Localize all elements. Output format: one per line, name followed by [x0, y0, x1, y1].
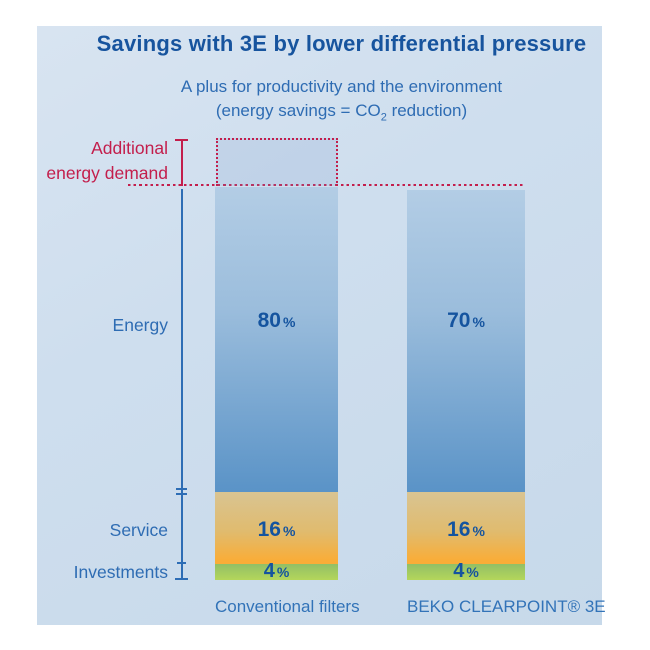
- chart-subtitle-co2: (energy savings = CO2 reduction): [215, 101, 468, 124]
- bar-clearpoint-energy-segment: [407, 190, 525, 492]
- axis-tick-bottom-cap: [175, 578, 188, 580]
- axis-tick-service-top: [176, 493, 187, 495]
- bar-conventional-investments-segment: [215, 564, 338, 580]
- additional-demand-bracket-cap: [175, 139, 188, 141]
- bar-conventional-service-value: 16%: [257, 518, 296, 541]
- bar-conventional-energy-segment: [215, 187, 338, 492]
- axis-tick-energy-bottom: [176, 488, 187, 490]
- axis-label-energy: Energy: [112, 315, 168, 335]
- additional-demand-dotted-box: [216, 138, 338, 186]
- bar-clearpoint-investments-value: 4%: [453, 560, 479, 582]
- bar-conventional-energy-value: 80%: [257, 309, 296, 332]
- axis-label-investments: Investments: [73, 562, 168, 582]
- bar-clearpoint-service-segment: [407, 492, 525, 564]
- axis-tick-investments-top: [177, 562, 186, 564]
- bar-clearpoint-investments-segment: [407, 564, 525, 580]
- category-label-conventional: Conventional filters: [215, 597, 360, 616]
- axis-label-service: Service: [109, 520, 168, 540]
- chart-subtitle: A plus for productivity and the environm…: [180, 77, 503, 96]
- additional-energy-demand-label: Additional energy demand: [46, 138, 168, 183]
- category-label-clearpoint: BEKO CLEARPOINT® 3E: [407, 597, 606, 616]
- chart-title: Savings with 3E by lower differential pr…: [96, 31, 587, 56]
- additional-demand-bracket-line: [181, 140, 183, 186]
- bar-conventional-investments-value: 4%: [263, 560, 290, 582]
- reference-dotted-line: [128, 184, 525, 187]
- co2-subscript: 2: [380, 111, 387, 124]
- bar-conventional-service-segment: [215, 492, 338, 564]
- bar-clearpoint-energy-value: 70%: [447, 309, 485, 332]
- axis-line: [181, 189, 183, 580]
- bar-clearpoint-service-value: 16%: [447, 518, 485, 541]
